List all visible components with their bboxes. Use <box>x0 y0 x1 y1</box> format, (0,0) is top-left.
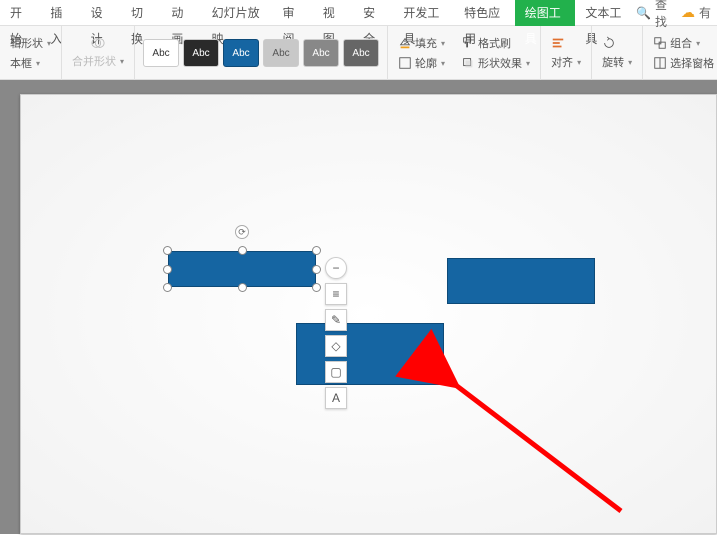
style-swatch-1[interactable]: Abc <box>143 39 179 67</box>
group-button[interactable]: 组合▾ <box>649 34 704 52</box>
outline-icon <box>398 56 412 70</box>
resize-handle-sw[interactable] <box>163 283 172 292</box>
align-button[interactable] <box>547 35 585 51</box>
rotate-icon <box>602 36 616 50</box>
ribbon-group-arrange3: 组合▾ 上移一层▾ 选择窗格 下移一层▾ <box>643 26 717 80</box>
workspace: ⟳ − ≡ ✎ ◇ ▢ A <box>0 80 717 534</box>
rotate-label[interactable]: 旋转▾ <box>598 53 636 71</box>
resize-handle-s[interactable] <box>238 283 247 292</box>
rotation-handle[interactable]: ⟳ <box>235 225 249 239</box>
selection-pane-icon <box>653 56 667 70</box>
tab-start[interactable]: 开始 <box>0 0 40 26</box>
tab-view[interactable]: 视图 <box>313 0 353 26</box>
rotate-button[interactable] <box>598 35 636 51</box>
resize-handle-ne[interactable] <box>312 246 321 255</box>
selection-pane-button[interactable]: 选择窗格 <box>649 54 717 72</box>
annotation-arrow <box>21 95 717 535</box>
resize-handle-n[interactable] <box>238 246 247 255</box>
edit-shape-button[interactable]: 辑形状▾ <box>6 34 55 52</box>
resize-handle-w[interactable] <box>163 265 172 274</box>
slide-canvas[interactable]: ⟳ − ≡ ✎ ◇ ▢ A <box>20 94 717 534</box>
resize-handle-nw[interactable] <box>163 246 172 255</box>
shape-effects-button[interactable]: 形状效果▾ <box>457 54 534 72</box>
tab-insert[interactable]: 插入 <box>40 0 80 26</box>
merge-shapes-button: 合并形状▾ <box>68 52 128 70</box>
tab-devtools[interactable]: 开发工具 <box>393 0 454 26</box>
float-tool-edit[interactable]: ✎ <box>325 309 347 331</box>
style-swatch-2[interactable]: Abc <box>183 39 219 67</box>
tab-drawing-tools[interactable]: 绘图工具 <box>515 0 576 26</box>
tab-transition[interactable]: 切换 <box>121 0 161 26</box>
tab-text-tools[interactable]: 文本工具 <box>575 0 636 26</box>
cloud-label: 有 <box>699 4 711 21</box>
float-tool-layers[interactable]: ≡ <box>325 283 347 305</box>
align-label[interactable]: 对齐▾ <box>547 53 585 71</box>
ribbon: 辑形状▾ 本框▾ 合并形状▾ Abc Abc Abc Abc Abc Abc 填… <box>0 26 717 80</box>
ribbon-group-arrange2: 旋转▾ <box>592 26 643 80</box>
float-tool-outline[interactable]: ▢ <box>325 361 347 383</box>
shape-3[interactable] <box>447 258 595 304</box>
tab-animation[interactable]: 动画 <box>161 0 201 26</box>
format-painter-button[interactable]: 格式刷 <box>457 34 515 52</box>
ribbon-group-styles: Abc Abc Abc Abc Abc Abc <box>135 26 388 80</box>
tab-design[interactable]: 设计 <box>81 0 121 26</box>
search-icon[interactable]: 🔍 <box>636 6 651 20</box>
effects-icon <box>461 56 475 70</box>
style-swatch-4[interactable]: Abc <box>263 39 299 67</box>
ribbon-group-format: 填充▾ 格式刷 轮廓▾ 形状效果▾ <box>388 26 541 80</box>
outline-button[interactable]: 轮廓▾ <box>394 54 449 72</box>
floating-toolbar: − ≡ ✎ ◇ ▢ A <box>325 257 347 409</box>
cloud-icon[interactable]: ☁ <box>681 4 695 21</box>
resize-handle-se[interactable] <box>312 283 321 292</box>
ribbon-group-arrange1: 对齐▾ <box>541 26 592 80</box>
tab-review[interactable]: 审阅 <box>272 0 312 26</box>
fill-icon <box>398 36 412 50</box>
tab-slideshow[interactable]: 幻灯片放映 <box>202 0 273 26</box>
float-tool-fill[interactable]: ◇ <box>325 335 347 357</box>
tab-security[interactable]: 安全 <box>353 0 393 26</box>
float-tool-collapse[interactable]: − <box>325 257 347 279</box>
ribbon-group-edit: 辑形状▾ 本框▾ <box>0 26 62 80</box>
merge-shapes-icon <box>91 36 105 50</box>
float-tool-text[interactable]: A <box>325 387 347 409</box>
fill-button[interactable]: 填充▾ <box>394 34 449 52</box>
style-swatch-6[interactable]: Abc <box>343 39 379 67</box>
group-icon <box>653 36 667 50</box>
bring-forward-button[interactable]: 上移一层▾ <box>712 34 717 52</box>
shape-1[interactable] <box>168 251 316 287</box>
resize-handle-e[interactable] <box>312 265 321 274</box>
edit-frame-button[interactable]: 本框▾ <box>6 54 55 72</box>
style-swatch-5[interactable]: Abc <box>303 39 339 67</box>
align-icon <box>551 36 565 50</box>
format-painter-icon <box>461 36 475 50</box>
ribbon-group-merge: 合并形状▾ <box>62 26 135 80</box>
selected-shape-container: ⟳ <box>168 251 316 287</box>
menu-tabs: 开始 插入 设计 切换 动画 幻灯片放映 审阅 视图 安全 开发工具 特色应用 … <box>0 0 717 26</box>
tab-special[interactable]: 特色应用 <box>454 0 515 26</box>
style-swatch-3[interactable]: Abc <box>223 39 259 67</box>
shape-2[interactable] <box>296 323 444 385</box>
